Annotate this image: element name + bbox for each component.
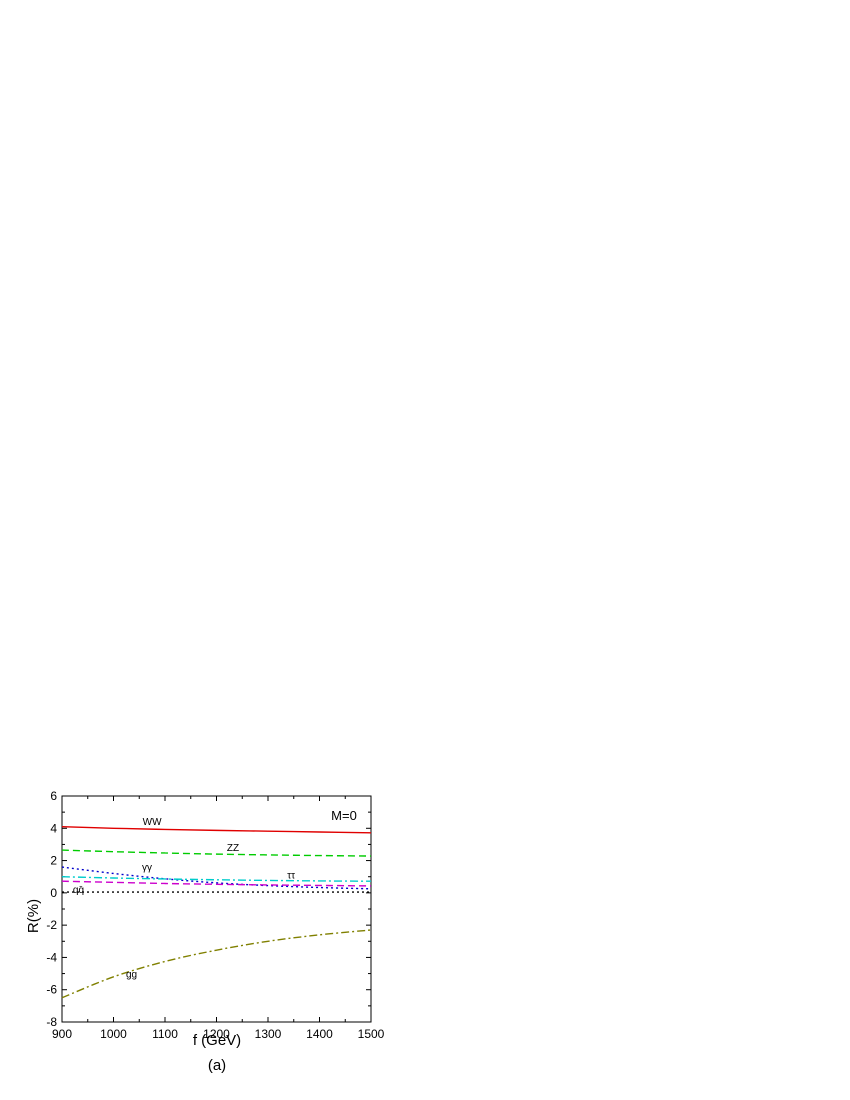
x-tick-label: 1500 <box>358 1027 385 1041</box>
y-tick-label: 0 <box>50 886 57 900</box>
series-line-4 <box>61 880 372 887</box>
series-line-6 <box>61 929 372 999</box>
series-label: gg <box>126 970 137 981</box>
y-axis-ticks: -8 -6 -4 -2 0 2 4 6 <box>46 789 371 1029</box>
series-line-3 <box>61 876 372 882</box>
x-tick-label: 1400 <box>306 1027 333 1041</box>
y-tick-label: -2 <box>46 918 57 932</box>
y-tick-label: 4 <box>50 821 57 835</box>
x-tick-label: 1200 <box>203 1027 230 1041</box>
x-axis-ticks: 900 1000 1100 1200 1300 1400 1500 <box>52 796 385 1041</box>
series-labels: WW ZZ γγ ττ qq̄ gg <box>73 817 295 981</box>
series-label: γγ <box>142 862 152 873</box>
x-axis-label: f (GeV) <box>193 1032 241 1049</box>
series-label: WW <box>143 817 162 828</box>
series-label: ττ <box>287 870 295 881</box>
series-layer <box>61 825 372 999</box>
x-tick-label: 900 <box>52 1027 72 1041</box>
chart-caption: (a) <box>208 1057 226 1074</box>
y-tick-label: 6 <box>50 789 57 803</box>
y-tick-label: 2 <box>50 854 57 868</box>
annotation-text: M=0 <box>331 808 357 823</box>
x-tick-label: 1100 <box>152 1027 178 1041</box>
series-line-2 <box>61 866 372 890</box>
series-line-1 <box>61 849 372 857</box>
x-tick-label: 1300 <box>255 1027 282 1041</box>
y-tick-label: -6 <box>46 983 57 997</box>
series-line-0 <box>61 825 372 834</box>
y-tick-label: -8 <box>46 1015 57 1029</box>
series-label: ZZ <box>227 843 239 854</box>
x-tick-label: 1000 <box>100 1027 127 1041</box>
series-label: qq̄ <box>73 885 84 896</box>
y-tick-label: -4 <box>46 950 57 964</box>
y-axis-label: R(%) <box>25 899 42 933</box>
